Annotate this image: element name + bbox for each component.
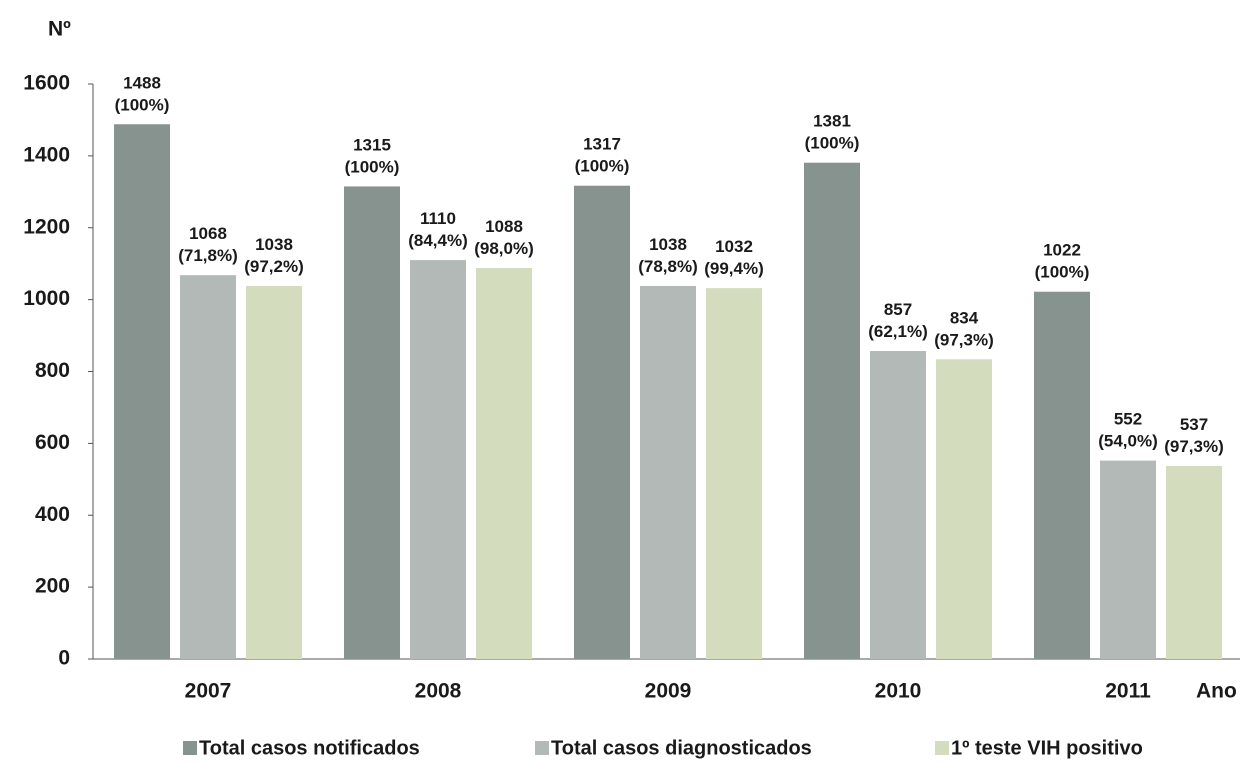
data-label-line: (98,0%) (474, 239, 534, 258)
data-label-line: 1088 (485, 217, 523, 236)
data-label-line: (84,4%) (408, 232, 468, 251)
y-tick-label: 200 (35, 575, 70, 598)
data-label: 1032 (99,4%) (704, 238, 764, 279)
data-label-line: 1038 (649, 235, 687, 254)
data-label-line: 1110 (420, 210, 456, 229)
data-label-line: 857 (884, 301, 912, 320)
bar (936, 359, 992, 659)
data-label-line: (100%) (345, 158, 400, 177)
x-tick-label: 2011 (1105, 680, 1151, 703)
data-label-line: (97,3%) (934, 331, 994, 350)
data-label-line: (78,8%) (638, 257, 698, 276)
bar (640, 285, 696, 659)
data-label-line: 1068 (189, 225, 227, 244)
legend-swatch (183, 741, 197, 755)
data-label: 1038 (97,2%) (244, 235, 304, 276)
data-label-line: (100%) (115, 96, 170, 115)
y-tick-label: 1200 (23, 215, 70, 238)
legend-swatch (935, 741, 949, 755)
legend-label: 1º teste VIH positivo (951, 737, 1143, 759)
data-label-line: (97,2%) (244, 257, 304, 276)
y-tick-label: 600 (35, 431, 70, 454)
data-label-line: 1381 (813, 112, 851, 131)
y-axis-label: Nº (48, 18, 71, 41)
legend-label: Total casos notificados (199, 737, 420, 759)
bar (1034, 291, 1090, 659)
data-label-line: (97,3%) (1164, 438, 1224, 457)
data-label: 1110 (84,4%) (408, 210, 468, 251)
legend-label: Total casos diagnosticados (551, 737, 812, 759)
data-label-line: 1317 (583, 135, 621, 154)
data-label-line: 834 (950, 309, 979, 328)
data-label: 1022 (100%) (1035, 241, 1090, 282)
bar (1166, 466, 1222, 659)
data-label-line: 1315 (353, 136, 391, 155)
data-label-line: 1488 (123, 74, 161, 93)
data-label-line: 1022 (1043, 241, 1081, 260)
legend-swatch (535, 741, 549, 755)
x-tick-label: 2007 (185, 680, 232, 703)
data-label-line: (99,4%) (704, 260, 764, 279)
bar (246, 285, 302, 659)
y-tick-label: 1400 (23, 143, 70, 166)
bar (706, 288, 762, 659)
y-tick-label: 0 (58, 647, 70, 670)
bar (804, 162, 860, 659)
data-label-line: 537 (1180, 416, 1208, 435)
data-label-line: (62,1%) (868, 323, 928, 342)
data-label: 857 (62,1%) (868, 301, 928, 342)
y-tick-label: 1600 (23, 72, 70, 95)
x-axis-label: Ano (1196, 680, 1237, 703)
data-label: 1088 (98,0%) (474, 217, 534, 258)
data-label-line: (100%) (1035, 263, 1090, 282)
data-label-line: (54,0%) (1098, 432, 1158, 451)
bar (114, 124, 170, 659)
data-label: 1038 (78,8%) (638, 235, 698, 276)
data-label: 1488 (100%) (115, 74, 170, 115)
x-tick-label: 2009 (645, 680, 692, 703)
data-label-line: 552 (1114, 410, 1142, 429)
data-label-line: (100%) (575, 157, 630, 176)
data-label: 552 (54,0%) (1098, 410, 1158, 451)
x-tick-label: 2008 (415, 680, 462, 703)
data-label: 1317 (100%) (575, 135, 630, 176)
y-tick-label: 1000 (23, 287, 70, 310)
bar (180, 275, 236, 659)
bar (1100, 460, 1156, 659)
data-label-line: 1038 (255, 235, 293, 254)
data-label-line: 1032 (715, 238, 753, 257)
y-tick-label: 400 (35, 503, 70, 526)
data-label: 1068 (71,8%) (178, 225, 238, 266)
data-label-line: (100%) (805, 134, 860, 153)
data-label: 537 (97,3%) (1164, 416, 1224, 457)
data-label: 1315 (100%) (345, 136, 400, 177)
bar (476, 268, 532, 659)
data-label: 1381 (100%) (805, 112, 860, 153)
bar (410, 260, 466, 659)
x-tick-label: 2010 (875, 680, 922, 703)
y-tick-label: 800 (35, 359, 70, 382)
bar (870, 351, 926, 659)
bar (344, 186, 400, 659)
data-label-line: (71,8%) (178, 247, 238, 266)
bar (574, 185, 630, 659)
data-label: 834 (97,3%) (934, 309, 994, 350)
